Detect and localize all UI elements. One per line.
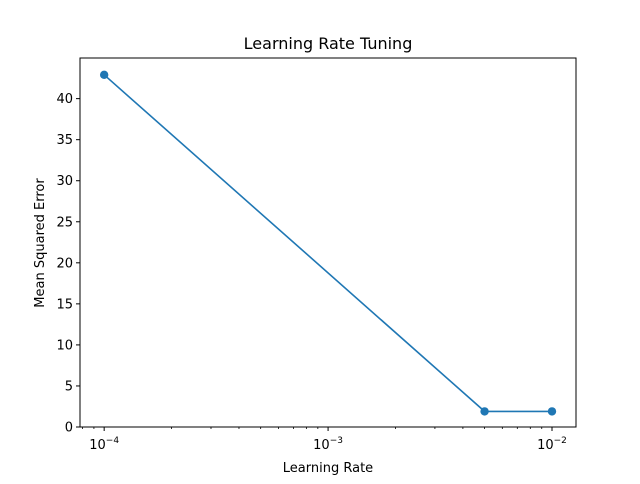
x-axis-label: Learning Rate — [283, 461, 373, 476]
plot-frame — [79, 57, 577, 428]
y-tick-label: 25 — [56, 215, 73, 230]
chart-title: Learning Rate Tuning — [244, 34, 413, 53]
x-axis: 10−4 10−3 10−2 — [82, 427, 567, 453]
plot-area — [79, 57, 577, 428]
y-tick-label: 10 — [56, 338, 73, 353]
y-tick-label: 5 — [65, 379, 73, 394]
data-point — [547, 407, 557, 416]
y-tick-label: 40 — [56, 92, 73, 107]
data-point — [480, 407, 489, 416]
x-tick-label: 10−3 — [313, 436, 343, 453]
y-tick-label: 15 — [56, 297, 73, 312]
y-tick-label: 35 — [56, 133, 73, 148]
y-tick-label: 30 — [56, 174, 73, 189]
y-tick-label: 20 — [56, 256, 73, 271]
y-tick-label: 0 — [65, 421, 73, 436]
x-tick-label: 10−4 — [89, 436, 119, 453]
x-tick-label: 10−2 — [537, 436, 567, 453]
series-layer — [99, 70, 557, 416]
data-point — [99, 70, 109, 80]
y-axis: 0 5 10 15 20 25 30 35 40 — [56, 92, 80, 436]
y-axis-label: Mean Squared Error — [33, 178, 48, 308]
